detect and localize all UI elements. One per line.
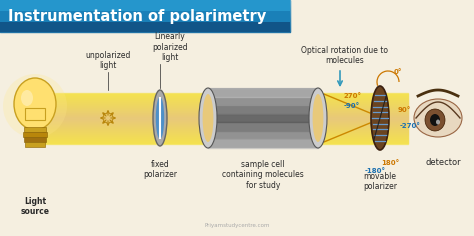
Text: -90°: -90° <box>344 103 360 109</box>
Text: 180°: 180° <box>381 160 399 166</box>
Ellipse shape <box>309 88 327 148</box>
Text: detector: detector <box>425 158 461 167</box>
Bar <box>0 0 290 11</box>
Bar <box>24 137 46 142</box>
Text: 90°: 90° <box>398 107 411 113</box>
Text: Priyamstudycentre.com: Priyamstudycentre.com <box>204 223 270 228</box>
Ellipse shape <box>14 78 56 130</box>
Text: -270°: -270° <box>400 123 421 129</box>
Text: -180°: -180° <box>365 168 385 174</box>
Bar <box>24 127 46 132</box>
Bar <box>23 132 47 137</box>
Bar <box>25 108 45 120</box>
Text: Instrumentation of polarimetry: Instrumentation of polarimetry <box>8 8 266 24</box>
Ellipse shape <box>430 114 440 126</box>
Ellipse shape <box>202 94 213 142</box>
Circle shape <box>3 74 67 138</box>
Ellipse shape <box>436 119 440 125</box>
Text: sample cell
containing molecules
for study: sample cell containing molecules for stu… <box>222 160 304 190</box>
Bar <box>0 0 290 32</box>
Ellipse shape <box>425 109 445 131</box>
Text: Optical rotation due to
molecules: Optical rotation due to molecules <box>301 46 389 65</box>
Text: unpolarized
light: unpolarized light <box>85 51 131 70</box>
Ellipse shape <box>199 88 217 148</box>
Text: Light
source: Light source <box>20 197 49 216</box>
Text: 0°: 0° <box>394 69 402 75</box>
Ellipse shape <box>153 90 167 146</box>
Ellipse shape <box>21 90 33 106</box>
Text: movable
polarizer: movable polarizer <box>363 172 397 191</box>
Text: fixed
polarizer: fixed polarizer <box>143 160 177 179</box>
Text: Linearly
polarized
light: Linearly polarized light <box>152 32 188 62</box>
Ellipse shape <box>312 94 323 142</box>
Ellipse shape <box>414 99 462 137</box>
Bar <box>25 142 45 147</box>
Ellipse shape <box>156 97 164 139</box>
Ellipse shape <box>371 86 389 150</box>
Text: 270°: 270° <box>344 93 362 99</box>
Bar <box>208 88 318 148</box>
Bar <box>0 22 290 32</box>
